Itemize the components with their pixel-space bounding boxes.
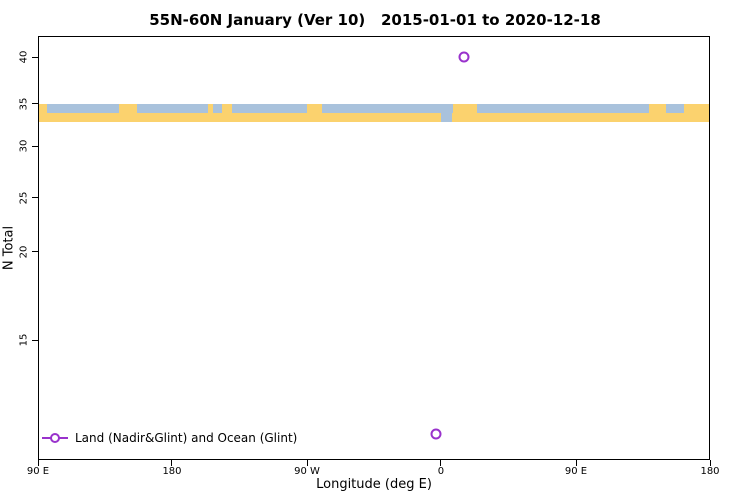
legend-marker-icon xyxy=(42,430,68,446)
x-axis-label: Longitude (deg E) xyxy=(316,477,432,492)
x-tick-mark xyxy=(575,460,577,466)
y-tick-label: 20 xyxy=(18,245,30,259)
land-patch xyxy=(684,103,709,113)
x-tick-label: 90 E xyxy=(26,466,50,477)
land-patch xyxy=(649,103,667,113)
land-patch xyxy=(222,103,233,113)
y-axis-label: N Total xyxy=(1,225,17,271)
legend: Land (Nadir&Glint) and Ocean (Glint) xyxy=(42,430,297,446)
chart-title: 55N-60N January (Ver 10) 2015-01-01 to 2… xyxy=(149,11,601,29)
land-patch xyxy=(207,103,214,113)
legend-label: Land (Nadir&Glint) and Ocean (Glint) xyxy=(75,431,298,445)
land-patch xyxy=(118,103,138,113)
x-tick-label: 90 E xyxy=(564,466,588,477)
legend-circle-icon xyxy=(50,433,60,443)
ocean-patch xyxy=(441,112,453,122)
x-tick-label: 180 xyxy=(162,466,182,477)
y-tick-label: 30 xyxy=(18,139,30,153)
band-top-row xyxy=(39,103,709,113)
data-point-marker xyxy=(430,428,442,440)
x-tick-label: 180 xyxy=(700,466,720,477)
land-patch xyxy=(307,103,323,113)
x-tick-label: 90 W xyxy=(294,466,320,477)
x-tick-label: 0 xyxy=(437,466,445,477)
data-point-marker xyxy=(458,51,470,63)
x-tick-mark xyxy=(37,460,39,466)
x-tick-mark xyxy=(709,460,711,466)
y-tick-label: 25 xyxy=(18,191,30,205)
y-tick-mark xyxy=(32,56,38,58)
band-bottom-row xyxy=(39,112,709,122)
y-tick-mark xyxy=(32,197,38,199)
y-tick-label: 35 xyxy=(18,97,30,111)
plot-area: Land (Nadir&Glint) and Ocean (Glint) xyxy=(38,36,710,460)
y-tick-mark xyxy=(32,251,38,253)
y-tick-label: 40 xyxy=(18,50,30,64)
land-patch xyxy=(452,103,477,113)
y-tick-mark xyxy=(32,339,38,341)
y-tick-mark xyxy=(32,145,38,147)
x-tick-mark xyxy=(440,460,442,466)
y-tick-mark xyxy=(32,103,38,105)
y-tick-label: 15 xyxy=(18,333,30,347)
x-tick-mark xyxy=(171,460,173,466)
x-tick-mark xyxy=(306,460,308,466)
land-patch xyxy=(39,103,48,113)
